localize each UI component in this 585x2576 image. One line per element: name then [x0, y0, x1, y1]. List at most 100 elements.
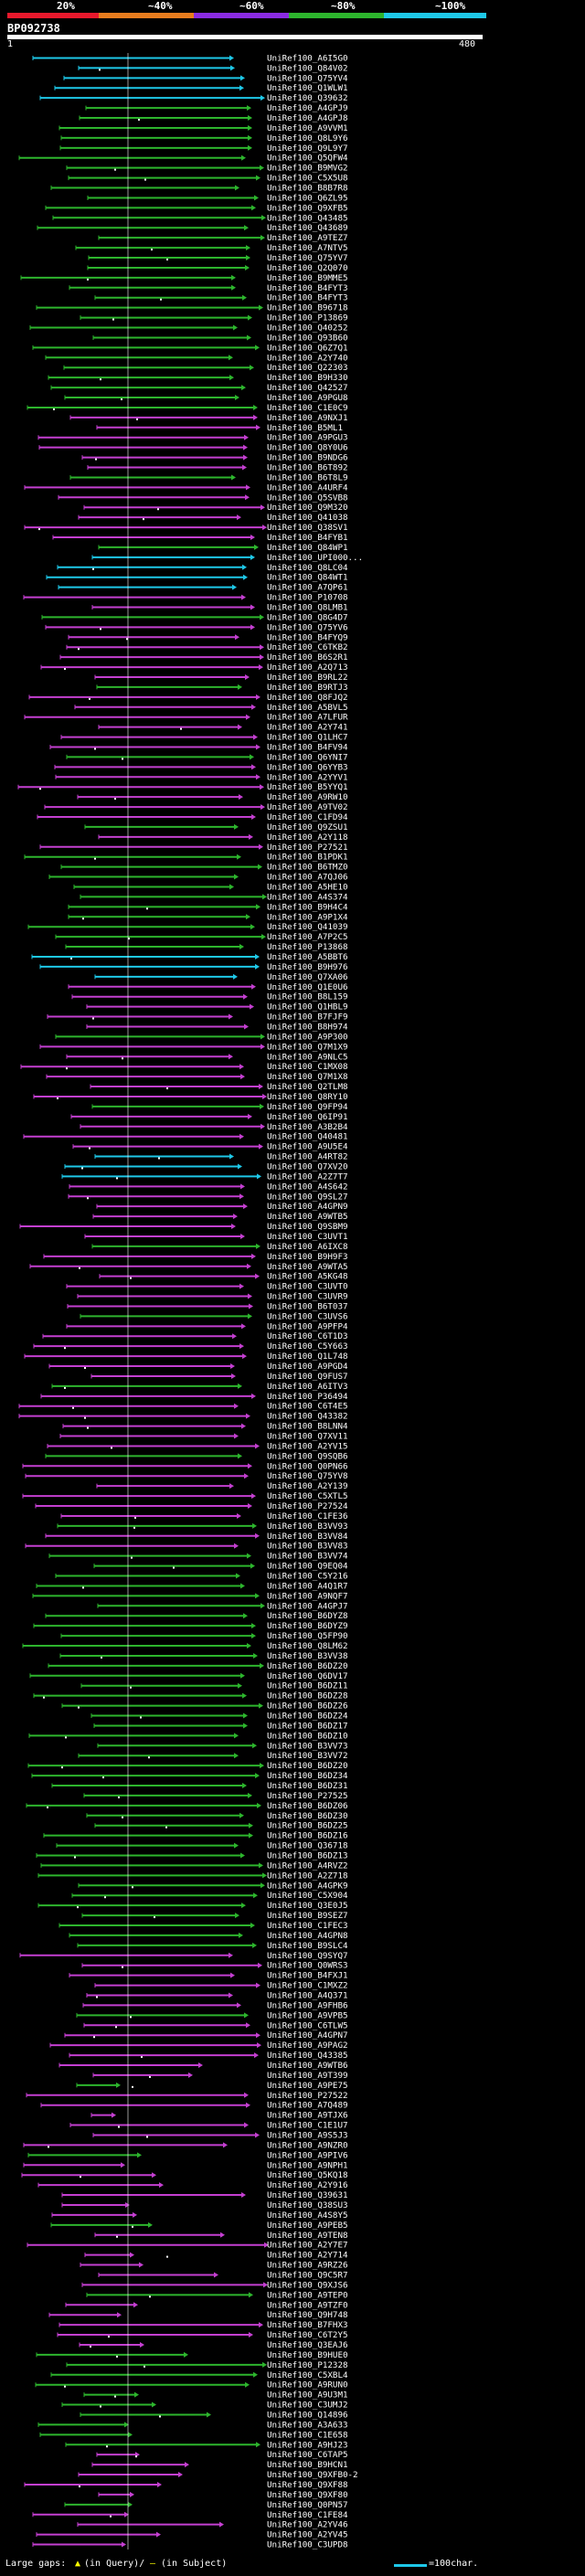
hit-label[interactable]: UniRef100_A9PGU8 [267, 393, 348, 403]
hit-label[interactable]: UniRef100_B1PDK1 [267, 853, 348, 863]
hit-label[interactable]: UniRef100_A4Q371 [267, 1990, 348, 2000]
hit-label[interactable]: UniRef100_Q40252 [267, 323, 348, 334]
hit-label[interactable]: UniRef100_C3UVT0 [267, 1282, 348, 1292]
hit-label[interactable]: UniRef100_B8L159 [267, 992, 348, 1002]
hit-label[interactable]: UniRef100_Q6YYB3 [267, 762, 348, 772]
hit-label[interactable]: UniRef100_A4URF4 [267, 482, 348, 493]
hit-label[interactable]: UniRef100_Q3E0J5 [267, 1901, 348, 1911]
hit-label[interactable]: UniRef100_A4GPJ8 [267, 113, 348, 123]
hit-label[interactable]: UniRef100_A9VPB5 [267, 2010, 348, 2020]
hit-label[interactable]: UniRef100_Q8LM62 [267, 1641, 348, 1651]
hit-label[interactable]: UniRef100_A9PE75 [267, 2081, 348, 2091]
hit-label[interactable]: UniRef100_Q84WP1 [267, 543, 348, 553]
hit-label[interactable]: UniRef100_B4FXJ1 [267, 1971, 348, 1981]
hit-label[interactable]: UniRef100_Q43382 [267, 1412, 348, 1422]
hit-label[interactable]: UniRef100_A9WTB6 [267, 2061, 348, 2071]
hit-label[interactable]: UniRef100_A9NZR0 [267, 2140, 348, 2150]
hit-label[interactable]: UniRef100_Q1WLW1 [267, 83, 348, 93]
hit-label[interactable]: UniRef100_Q6Z7Q1 [267, 343, 348, 353]
hit-label[interactable]: UniRef100_Q6DV17 [267, 1671, 348, 1681]
hit-label[interactable]: UniRef100_A2Y714 [267, 2251, 348, 2261]
hit-label[interactable]: UniRef100_A7Q489 [267, 2101, 348, 2111]
hit-label[interactable]: UniRef100_A9TEN8 [267, 2231, 348, 2241]
hit-label[interactable]: UniRef100_P36494 [267, 1392, 348, 1402]
hit-label[interactable]: UniRef100_Q75YV4 [267, 73, 348, 83]
hit-label[interactable]: UniRef100_B9SLC4 [267, 1941, 348, 1951]
hit-label[interactable]: UniRef100_Q9XF80 [267, 2490, 348, 2500]
hit-label[interactable]: UniRef100_B8LNN4 [267, 1422, 348, 1432]
hit-label[interactable]: UniRef100_A7QJ06 [267, 873, 348, 883]
hit-label[interactable]: UniRef100_B9MVG2 [267, 164, 348, 174]
hit-label[interactable]: UniRef100_B9SEZ7 [267, 1911, 348, 1921]
hit-label[interactable]: UniRef100_C1E658 [267, 2430, 348, 2440]
hit-label[interactable]: UniRef100_A4GPK9 [267, 1881, 348, 1891]
hit-label[interactable]: UniRef100_A5HE10 [267, 882, 348, 892]
hit-label[interactable]: UniRef100_Q6IP91 [267, 1112, 348, 1122]
hit-label[interactable]: UniRef100_B9H4C4 [267, 902, 348, 912]
hit-label[interactable]: UniRef100_B4FV94 [267, 742, 348, 752]
hit-label[interactable]: UniRef100_Q41038 [267, 513, 348, 523]
hit-label[interactable]: UniRef100_A2Z7T7 [267, 1171, 348, 1182]
hit-label[interactable]: UniRef100_A9WTB5 [267, 1212, 348, 1222]
hit-label[interactable]: UniRef100_B6T892 [267, 463, 348, 473]
hit-label[interactable]: UniRef100_Q36718 [267, 1841, 348, 1851]
hit-label[interactable]: UniRef100_Q41039 [267, 922, 348, 932]
hit-label[interactable]: UniRef100_C1E0C9 [267, 403, 348, 413]
hit-label[interactable]: UniRef100_Q38SV1 [267, 523, 348, 533]
hit-label[interactable]: UniRef100_A5BVL5 [267, 703, 348, 713]
hit-label[interactable]: UniRef100_B6T8L9 [267, 472, 348, 482]
hit-label[interactable]: UniRef100_A5KG48 [267, 1272, 348, 1282]
hit-label[interactable]: UniRef100_Q9L9Y7 [267, 143, 348, 154]
hit-label[interactable]: UniRef100_A9PGU3 [267, 433, 348, 443]
hit-label[interactable]: UniRef100_A9VVM1 [267, 123, 348, 133]
hit-label[interactable]: UniRef100_Q9H748 [267, 2310, 348, 2320]
hit-label[interactable]: UniRef100_Q3EAJ6 [267, 2340, 348, 2350]
hit-label[interactable]: UniRef100_B6S2R1 [267, 652, 348, 663]
hit-label[interactable]: UniRef100_B9H976 [267, 962, 348, 972]
hit-label[interactable]: UniRef100_A9FHB6 [267, 2000, 348, 2010]
hit-label[interactable]: UniRef100_Q43689 [267, 223, 348, 233]
hit-label[interactable]: UniRef100_C6TAP5 [267, 2450, 348, 2460]
hit-label[interactable]: UniRef100_A9NLC5 [267, 1052, 348, 1062]
hit-label[interactable]: UniRef100_Q38SU3 [267, 2200, 348, 2210]
hit-label[interactable]: UniRef100_Q9SYQ7 [267, 1951, 348, 1961]
hit-label[interactable]: UniRef100_B3VV84 [267, 1532, 348, 1542]
hit-label[interactable]: UniRef100_A4GPJ7 [267, 1601, 348, 1611]
hit-label[interactable]: UniRef100_Q9M320 [267, 503, 348, 513]
hit-label[interactable]: UniRef100_Q8G4D7 [267, 612, 348, 622]
hit-label[interactable]: UniRef100_A2Q713 [267, 663, 348, 673]
hit-label[interactable]: UniRef100_A6ITV3 [267, 1382, 348, 1392]
hit-label[interactable]: UniRef100_P13869 [267, 313, 348, 323]
hit-label[interactable]: UniRef100_A9RUN0 [267, 2380, 348, 2390]
hit-label[interactable]: UniRef100_A2YV45 [267, 2530, 348, 2540]
hit-label[interactable]: UniRef100_P27521 [267, 843, 348, 853]
hit-label[interactable]: UniRef100_B6T037 [267, 1301, 348, 1311]
hit-label[interactable]: UniRef100_A6IXC8 [267, 1242, 348, 1252]
hit-label[interactable]: UniRef100_B6DZ10 [267, 1731, 348, 1741]
hit-label[interactable]: UniRef100_Q9C5R7 [267, 2270, 348, 2280]
hit-label[interactable]: UniRef100_Q9ZSU1 [267, 822, 348, 832]
hit-label[interactable]: UniRef100_Q75YV8 [267, 1471, 348, 1481]
hit-label[interactable]: UniRef100_B6DZ31 [267, 1781, 348, 1791]
hit-label[interactable]: UniRef100_Q8L9Y6 [267, 133, 348, 143]
hit-label[interactable]: UniRef100_B96718 [267, 303, 348, 313]
hit-label[interactable]: UniRef100_P27524 [267, 1501, 348, 1511]
hit-label[interactable]: UniRef100_Q9XJS6 [267, 2280, 348, 2290]
hit-label[interactable]: UniRef100_B9RTJ3 [267, 683, 348, 693]
hit-label[interactable]: UniRef100_A9TZF0 [267, 2300, 348, 2310]
hit-label[interactable]: UniRef100_C1FD94 [267, 812, 348, 822]
hit-label[interactable]: UniRef100_A2Y118 [267, 832, 348, 843]
hit-label[interactable]: UniRef100_A9RZ26 [267, 2261, 348, 2271]
hit-label[interactable]: UniRef100_P10708 [267, 593, 348, 603]
hit-label[interactable]: UniRef100_A2Y7E7 [267, 2241, 348, 2251]
hit-label[interactable]: UniRef100_Q8FJQ2 [267, 693, 348, 703]
hit-label[interactable]: UniRef100_A9NQF7 [267, 1591, 348, 1601]
hit-label[interactable]: UniRef100_Q2Q070 [267, 263, 348, 273]
hit-label[interactable]: UniRef100_Q1LHC7 [267, 733, 348, 743]
hit-label[interactable]: UniRef100_C1E1U7 [267, 2121, 348, 2131]
hit-label[interactable]: UniRef100_Q22303 [267, 363, 348, 373]
hit-label[interactable]: UniRef100_B3VV72 [267, 1751, 348, 1761]
hit-label[interactable]: UniRef100_A4RT82 [267, 1152, 348, 1162]
hit-label[interactable]: UniRef100_B6DYZ8 [267, 1611, 348, 1621]
hit-label[interactable]: UniRef100_Q6ZL95 [267, 193, 348, 203]
